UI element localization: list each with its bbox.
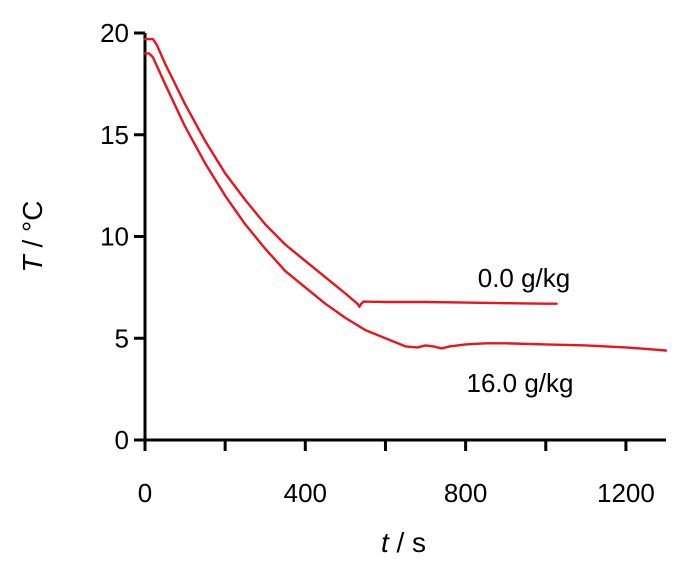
- x-axis-variable: t: [381, 527, 390, 558]
- y-tick-label: 15: [100, 120, 129, 150]
- series-labels: 0.0 g/kg 16.0 g/kg: [467, 263, 574, 398]
- y-axis-unit: / °C: [17, 201, 48, 256]
- y-tick-label: 20: [100, 18, 129, 48]
- y-tick-label: 5: [115, 323, 129, 353]
- x-tick-label: 400: [284, 478, 327, 508]
- x-tick-label: 0: [138, 478, 152, 508]
- series-label-0: 0.0 g/kg: [478, 263, 571, 293]
- series-lines: [143, 37, 668, 352]
- x-tick-label: 1200: [597, 478, 655, 508]
- y-tick-label: 10: [100, 222, 129, 252]
- series-line-0: [143, 37, 558, 308]
- x-axis-title: t / s: [381, 527, 426, 558]
- ticks: 0 400 800 1200 0 5 10 15 20: [100, 18, 655, 508]
- series-line-1: [143, 52, 668, 352]
- y-tick-label: 0: [115, 425, 129, 455]
- series-label-1: 16.0 g/kg: [467, 368, 574, 398]
- y-axis-variable: T: [17, 253, 48, 272]
- x-axis-unit: / s: [389, 527, 426, 558]
- y-axis-title: T / °C: [17, 201, 48, 273]
- axes: [143, 33, 666, 442]
- x-tick-label: 800: [444, 478, 487, 508]
